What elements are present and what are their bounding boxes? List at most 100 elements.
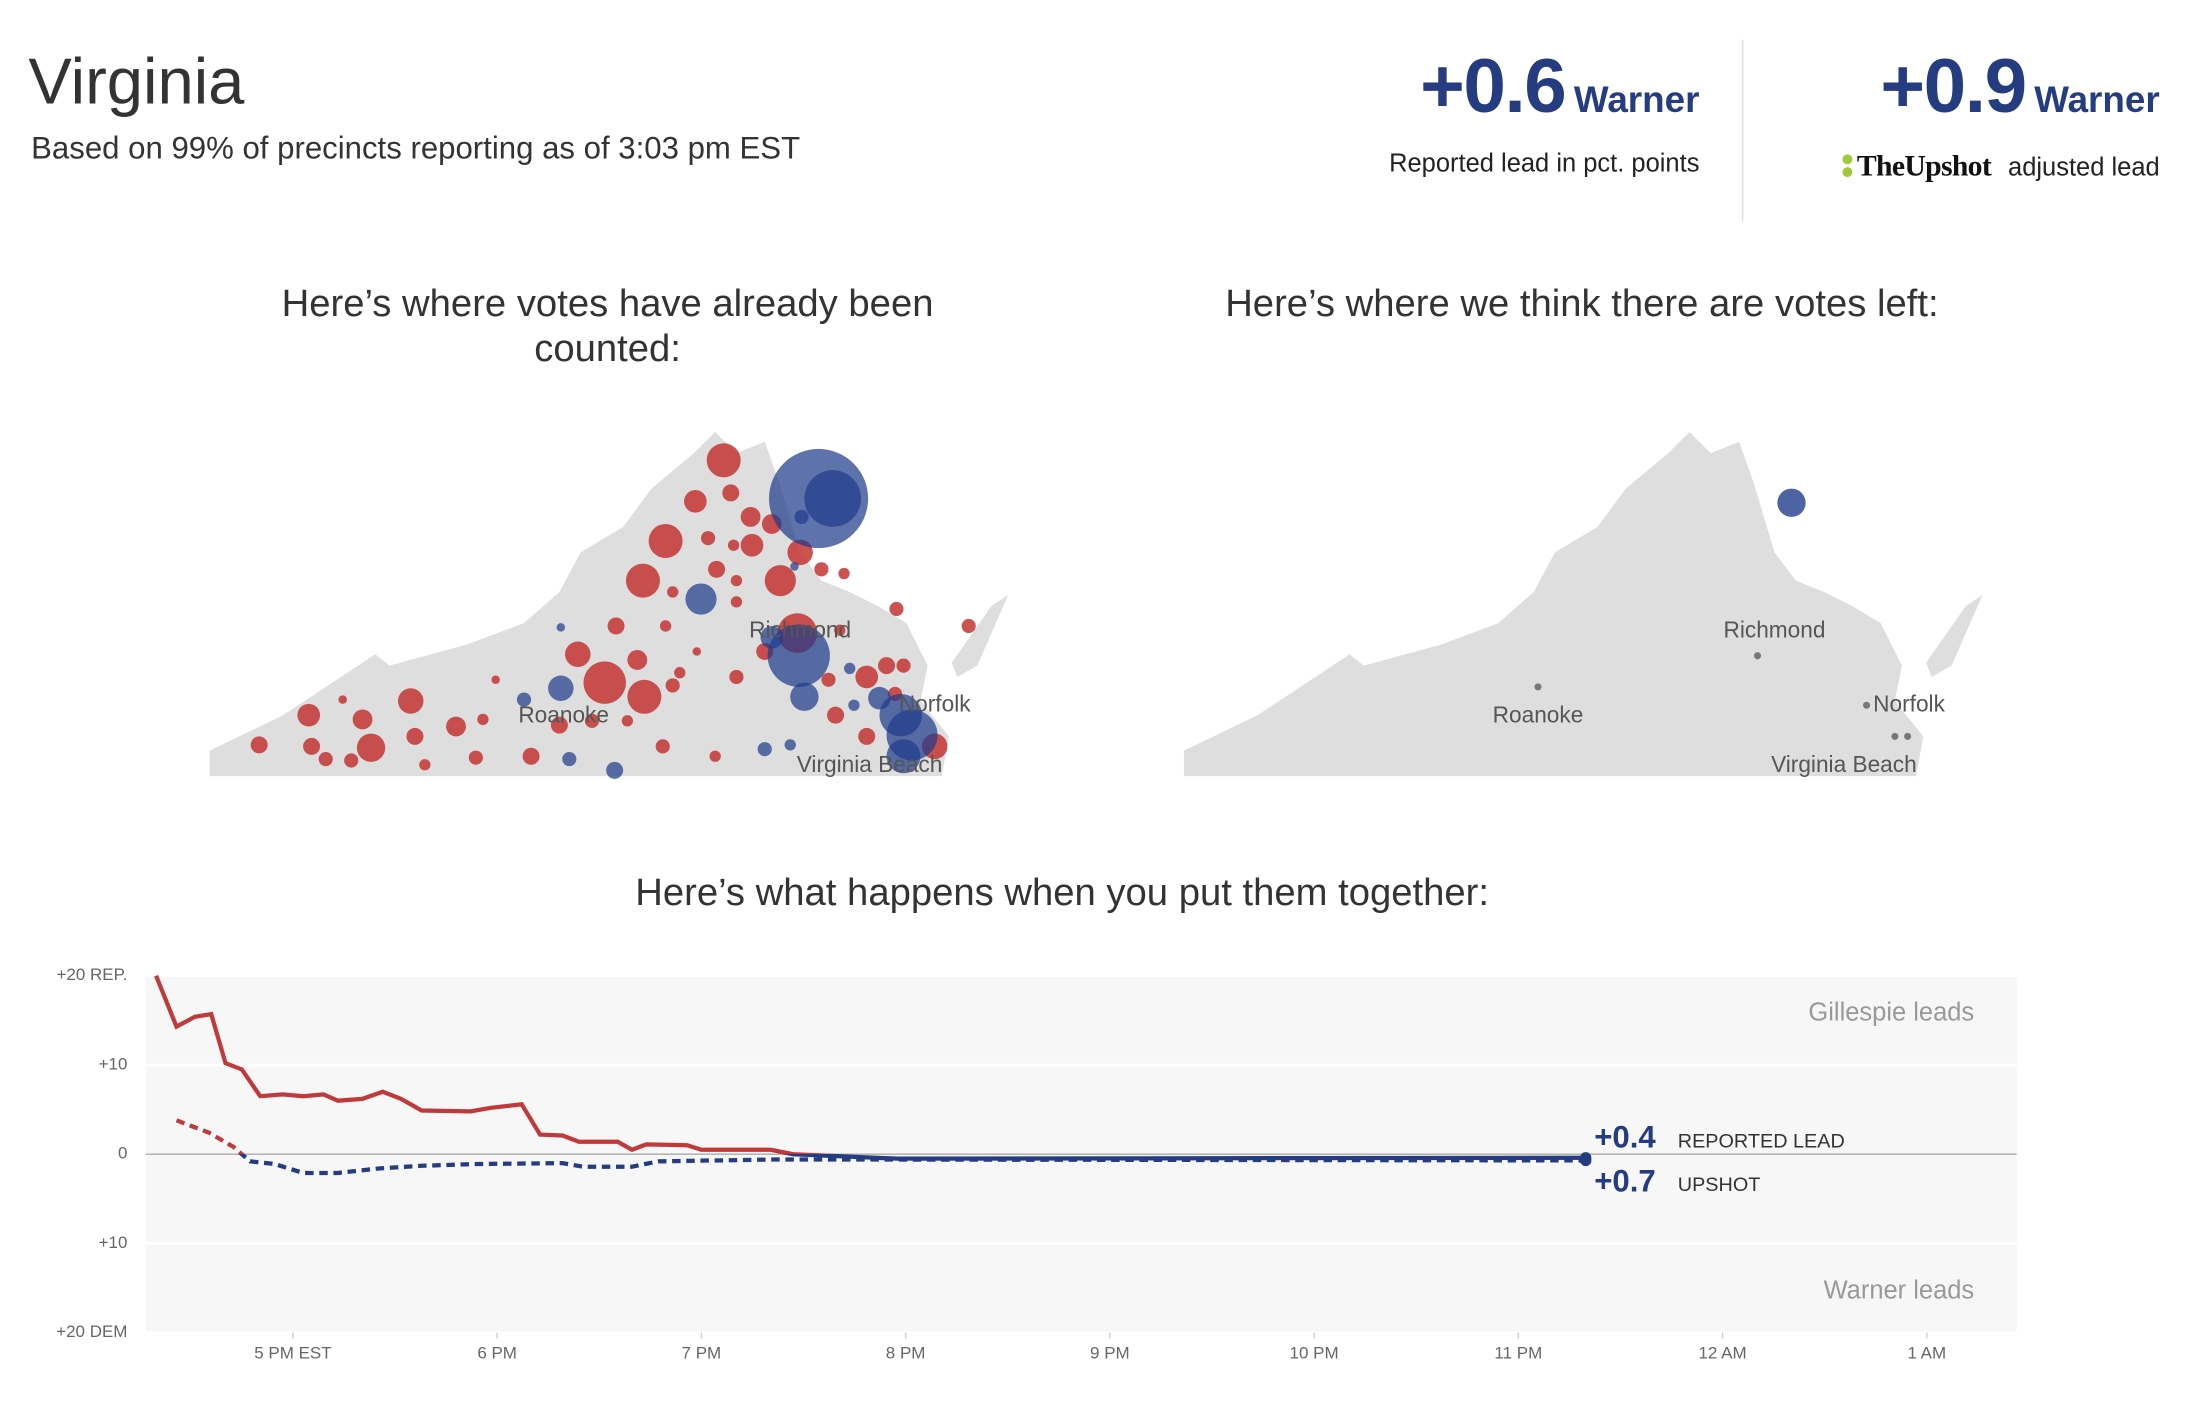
lead-caption-row: TheUpshot adjusted lead <box>1842 149 2160 184</box>
chart-title: Here’s what happens when you put them to… <box>635 870 1490 914</box>
county-bubble <box>708 560 726 578</box>
city-label: Roanoke <box>518 702 609 728</box>
state-shape <box>951 594 1009 677</box>
city-label: Roanoke <box>1493 702 1584 728</box>
city-dot <box>1904 732 1912 740</box>
county-bubble <box>352 709 373 730</box>
series-line <box>154 974 1586 1161</box>
county-bubble <box>550 716 568 734</box>
county-bubble <box>740 506 761 527</box>
county-bubble <box>827 706 845 724</box>
county-bubble <box>844 662 856 675</box>
city-label: Norfolk <box>899 690 971 716</box>
x-tick-label: 12 AM <box>1698 1343 1746 1362</box>
county-bubble <box>855 665 879 689</box>
county-bubble <box>583 661 626 704</box>
lead-caption: adjusted lead <box>2008 152 2160 182</box>
county-bubble <box>625 563 660 598</box>
county-bubble <box>565 641 591 668</box>
county-bubble <box>767 624 830 687</box>
x-tick-label: 11 PM <box>1494 1343 1542 1362</box>
county-bubble <box>318 752 333 767</box>
county-bubble <box>562 752 577 767</box>
county-bubble <box>548 675 574 702</box>
end-point <box>1580 1154 1592 1167</box>
separator <box>1741 39 1744 221</box>
county-bubble <box>250 736 268 754</box>
county-bubble <box>627 650 648 670</box>
county-bubble <box>961 618 976 634</box>
county-bubble <box>730 596 743 608</box>
legend-entry: REPORTED LEAD <box>1678 1130 1845 1152</box>
county-bubble <box>627 679 662 714</box>
county-bubble <box>516 692 532 707</box>
county-bubble <box>468 750 483 765</box>
upshot-logo-dots <box>1842 153 1854 178</box>
county-bubble <box>868 686 891 710</box>
page-title: Virginia <box>28 43 245 118</box>
city-dot <box>1891 732 1899 740</box>
x-tick-label: 6 PM <box>477 1343 517 1362</box>
y-tick-label: +20 DEM <box>56 1322 127 1341</box>
page-subtitle: Based on 99% of precincts reporting as o… <box>31 130 801 166</box>
lead-candidate: Warner <box>1573 77 1700 121</box>
county-bubble <box>706 443 741 478</box>
county-bubble <box>338 695 347 704</box>
state-map: Richmond Roanoke Norfolk Virginia Beach <box>209 431 1009 779</box>
lead-label: +0.7 <box>1594 1163 1655 1198</box>
county-bubble <box>730 574 743 587</box>
x-tick-label: 8 PM <box>886 1343 926 1362</box>
county-bubble <box>1777 488 1806 517</box>
annotation: Gillespie leads <box>1808 999 1974 1027</box>
county-bubble <box>889 601 904 617</box>
county-bubble <box>848 699 860 711</box>
county-bubble <box>655 739 670 754</box>
county-bubble <box>491 675 500 685</box>
county-bubble <box>764 565 796 597</box>
y-tick-label: +10 <box>99 1233 128 1252</box>
annotation: Warner leads <box>1824 1276 1975 1304</box>
county-bubble <box>886 739 921 774</box>
county-bubble <box>406 727 424 745</box>
county-bubble <box>834 624 846 636</box>
city-label: Richmond <box>749 617 851 643</box>
county-bubble <box>729 669 744 685</box>
county-bubble <box>419 759 431 771</box>
state-map: Richmond Roanoke Norfolk Virginia Beach <box>1183 431 1983 777</box>
map-title: Here’s where votes have already been cou… <box>281 281 934 370</box>
y-tick-label: 0 <box>118 1144 127 1163</box>
city-dot <box>1863 701 1871 709</box>
x-tick-label: 7 PM <box>682 1343 722 1362</box>
county-bubble <box>685 583 717 615</box>
county-bubble <box>674 667 686 679</box>
county-bubble <box>896 658 911 673</box>
city-label: Virginia Beach <box>797 751 943 777</box>
county-bubble <box>821 672 836 687</box>
county-bubble <box>356 733 386 762</box>
county-bubble <box>667 586 679 598</box>
map-title: Here’s where we think there are votes le… <box>1225 281 1939 325</box>
state-shape <box>1183 431 1924 777</box>
county-bubble <box>446 716 466 737</box>
lead-value: +0.9 <box>1880 43 2027 129</box>
city-label: Virginia Beach <box>1771 751 1917 777</box>
county-bubble <box>701 531 716 546</box>
state-shape <box>1926 594 1983 677</box>
lead-caption: Reported lead in pct. points <box>1389 148 1700 178</box>
county-bubble <box>794 509 809 524</box>
county-bubble <box>303 737 321 755</box>
county-bubble <box>692 647 702 656</box>
lead-label: +0.4 <box>1594 1120 1656 1155</box>
county-bubble <box>556 623 566 632</box>
county-bubble <box>665 678 680 693</box>
county-bubble <box>584 713 600 728</box>
county-bubble <box>477 713 489 726</box>
x-tick-label: 9 PM <box>1090 1343 1130 1362</box>
county-bubble <box>757 742 772 757</box>
county-bubble <box>397 688 424 714</box>
county-bubble <box>659 620 672 632</box>
city-label: Norfolk <box>1873 690 1945 716</box>
x-tick-label: 10 PM <box>1290 1343 1339 1362</box>
county-bubble <box>760 625 784 649</box>
